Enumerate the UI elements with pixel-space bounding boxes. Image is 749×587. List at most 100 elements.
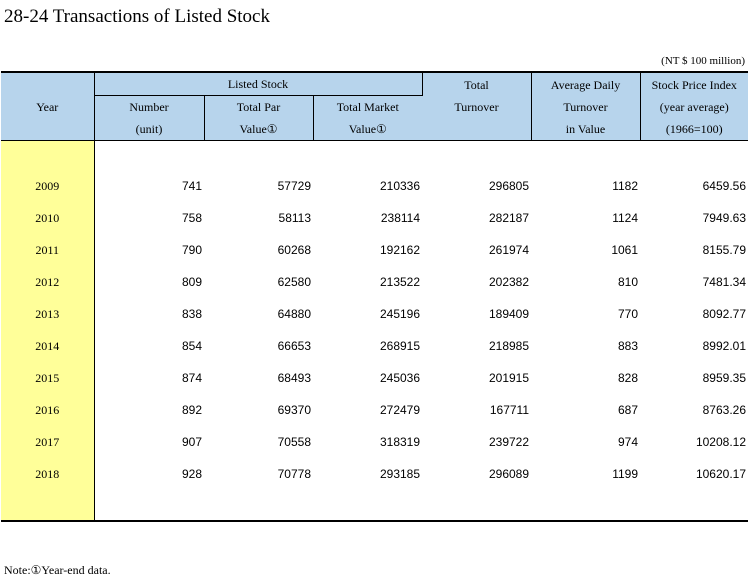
cell-total-market: 192162 [379, 243, 421, 257]
cell-total-par: 66653 [277, 339, 311, 353]
cell-total-turnover: 189409 [488, 307, 530, 321]
cell-total-market: 238114 [380, 211, 421, 225]
cell-avg-daily-turnover: 1061 [611, 243, 639, 257]
cell-avg-daily-turnover: 974 [617, 435, 639, 449]
cell-total-market: 318319 [379, 435, 421, 449]
header-line: in Value [565, 121, 606, 136]
cell-total-turnover: 239722 [488, 435, 530, 449]
header-line: Stock Price Index [651, 77, 737, 92]
cell-total-turnover: 201915 [488, 371, 530, 385]
cell-total-market: 293185 [379, 467, 421, 481]
cell-stock-price-index: 8092.77 [702, 307, 747, 321]
header-line: Number [129, 100, 169, 114]
cell-number: 928 [181, 467, 202, 481]
cell-number: 741 [181, 179, 202, 193]
cell-year: 2013 [1, 298, 95, 330]
cell-stock-price-index: 10208.12 [695, 435, 747, 449]
table-row: 2015 874 68493 245036 201915 828 8959.35 [1, 362, 748, 394]
cell-year: 2016 [1, 394, 95, 426]
cell-total-market: 245196 [379, 307, 421, 321]
table-row: 2012 809 62580 213522 202382 810 7481.34 [1, 266, 748, 298]
cell-avg-daily-turnover: 828 [617, 371, 639, 385]
cell-stock-price-index: 7949.63 [702, 211, 747, 225]
table-row: 2011 790 60268 192162 261974 1061 8155.79 [1, 234, 748, 266]
cell-avg-daily-turnover: 687 [617, 403, 639, 417]
cell-total-par: 62580 [277, 275, 311, 289]
cell-total-market: 245036 [379, 371, 421, 385]
cell-total-par: 60268 [277, 243, 311, 257]
header-stock-price-index: Stock Price Index (year average) (1966=1… [640, 71, 749, 141]
cell-stock-price-index: 7481.34 [702, 275, 747, 289]
header-total-turnover: Total Turnover [422, 71, 532, 141]
cell-stock-price-index: 8992.01 [702, 339, 747, 353]
cell-year: 2017 [1, 426, 95, 458]
header-line: Average Daily [550, 77, 621, 92]
cell-stock-price-index: 8155.79 [702, 243, 747, 257]
cell-year: 2012 [1, 266, 95, 298]
cell-avg-daily-turnover: 1182 [612, 179, 639, 193]
cell-year: 2018 [1, 458, 95, 490]
cell-year: 2015 [1, 362, 95, 394]
header-number: Number (unit) [94, 95, 205, 141]
header-line: (1966=100) [665, 121, 723, 136]
header-line: Total Par [236, 100, 281, 114]
cell-total-par: 70778 [277, 467, 311, 481]
cell-total-turnover: 282187 [488, 211, 530, 225]
cell-stock-price-index: 8959.35 [702, 371, 747, 385]
cell-total-turnover: 261974 [488, 243, 530, 257]
header-line: Total Market [336, 100, 399, 114]
cell-number: 907 [181, 435, 202, 449]
cell-avg-daily-turnover: 770 [617, 307, 639, 321]
cell-total-market: 268915 [379, 339, 421, 353]
header-total-market-value: Total Market Value① [313, 95, 423, 141]
table-spacer [1, 490, 749, 522]
header-listed-stock: Listed Stock [94, 71, 423, 96]
cell-number: 758 [181, 211, 202, 225]
cell-total-turnover: 167711 [489, 403, 530, 417]
cell-number: 874 [181, 371, 202, 385]
cell-total-par: 64880 [277, 307, 311, 321]
cell-number: 892 [181, 403, 202, 417]
cell-total-par: 69370 [277, 403, 311, 417]
header-year: Year [1, 71, 95, 141]
cell-avg-daily-turnover: 810 [617, 275, 639, 289]
cell-year: 2009 [1, 170, 95, 202]
cell-total-turnover: 296805 [488, 179, 530, 193]
cell-total-par: 58113 [278, 211, 311, 225]
transactions-table: Year Listed Stock Total Turnover Average… [1, 71, 749, 522]
header-line: (unit) [135, 122, 163, 136]
table-row: 2018 928 70778 293185 296089 1199 10620.17 [1, 458, 748, 490]
cell-total-turnover: 296089 [488, 467, 530, 481]
cell-total-par: 70558 [277, 435, 311, 449]
cell-year: 2010 [1, 202, 95, 234]
cell-number: 809 [181, 275, 202, 289]
table-row: 2017 907 70558 318319 239722 974 10208.12 [1, 426, 748, 458]
footnote: Note:①Year-end data. [4, 563, 111, 577]
cell-avg-daily-turnover: 1199 [612, 467, 639, 481]
cell-number: 854 [181, 339, 202, 353]
cell-year: 2014 [1, 330, 95, 362]
cell-total-par: 68493 [277, 371, 311, 385]
header-line: Value① [239, 122, 278, 136]
table-row: 2009 741 57729 210336 296805 1182 6459.56 [1, 170, 748, 202]
header-line: Turnover [454, 99, 499, 114]
header-line: Turnover [563, 99, 608, 114]
cell-year: 2011 [1, 234, 95, 266]
table-row: 2014 854 66653 268915 218985 883 8992.01 [1, 330, 748, 362]
header-line: (year average) [659, 99, 729, 114]
cell-total-turnover: 218985 [488, 339, 530, 353]
header-average-daily-turnover: Average Daily Turnover in Value [531, 71, 641, 141]
header-line: Total [464, 77, 489, 92]
header-total-par-value: Total Par Value① [204, 95, 314, 141]
cell-avg-daily-turnover: 883 [617, 339, 639, 353]
cell-stock-price-index: 8763.26 [702, 403, 747, 417]
cell-total-turnover: 202382 [488, 275, 530, 289]
cell-stock-price-index: 10620.17 [695, 467, 747, 481]
table-spacer [1, 140, 748, 170]
cell-total-market: 272479 [379, 403, 421, 417]
unit-note: (NT $ 100 million) [661, 55, 745, 67]
table-row: 2013 838 64880 245196 189409 770 8092.77 [1, 298, 748, 330]
page-title: 28-24 Transactions of Listed Stock [4, 6, 270, 27]
cell-number: 838 [181, 307, 202, 321]
cell-total-market: 213522 [379, 275, 421, 289]
